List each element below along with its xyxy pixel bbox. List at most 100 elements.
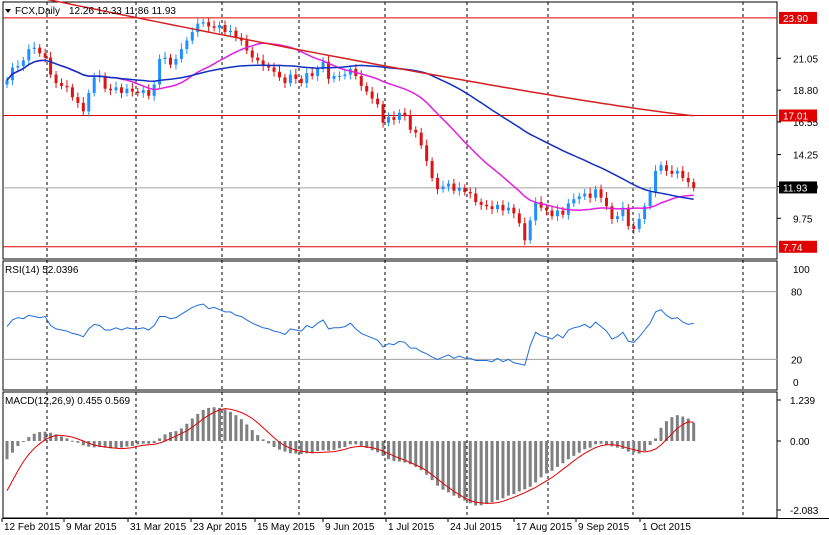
candle-body [670, 170, 674, 174]
candle-body [109, 88, 113, 91]
candle-body [664, 165, 668, 171]
candle-body [408, 115, 412, 130]
candle-body [196, 23, 200, 33]
candle-body [577, 196, 581, 200]
candle-body [272, 67, 276, 72]
candle-body [310, 73, 314, 76]
candle-body [16, 66, 20, 68]
candle-body [92, 77, 96, 93]
candle-body [54, 74, 58, 84]
macd-histogram-bar [98, 441, 102, 447]
price-tag-label: 23.90 [783, 14, 808, 25]
candle-body [419, 132, 423, 146]
candle-body [615, 216, 619, 220]
macd-histogram-bar [27, 437, 31, 442]
macd-histogram-bar [327, 441, 331, 451]
symbol-label: FCX,Daily [15, 6, 60, 17]
candle-body [637, 219, 641, 229]
pane-frame-2 [2, 260, 778, 391]
macd-histogram-bar [212, 407, 216, 442]
candle-body [332, 75, 336, 79]
candle-body [316, 68, 320, 76]
macd-histogram-bar [337, 441, 341, 449]
macd-histogram-bar [65, 438, 69, 442]
symbol-menu-icon[interactable] [5, 9, 11, 13]
price-tick-label: 18.80 [793, 86, 818, 97]
macd-histogram-bar [158, 438, 162, 442]
candle-body [158, 58, 162, 85]
macd-histogram-bar [594, 441, 598, 445]
candle-body [38, 47, 42, 54]
macd-histogram-bar [605, 441, 608, 445]
rsi-tick-label: 80 [791, 288, 803, 299]
ohlc-label: 12.26 12.33 11.86 11.93 [69, 6, 176, 17]
candle-body [675, 170, 679, 174]
macd-histogram-bar [359, 441, 363, 446]
macd-tick-label: -2.083 [790, 506, 819, 517]
macd-histogram-bar [190, 418, 194, 442]
macd-histogram-bar [288, 441, 292, 454]
candle-body [468, 192, 472, 194]
candle-body [256, 57, 260, 61]
date-label: 15 May 2015 [257, 522, 315, 533]
price-tag-label: 17.01 [783, 111, 808, 122]
candle-body [605, 197, 608, 207]
candle-body [545, 207, 549, 211]
macd-histogram-bar [92, 441, 96, 448]
date-label: 17 Aug 2015 [516, 522, 573, 533]
macd-histogram-bar [43, 431, 47, 442]
macd-histogram-bar [5, 441, 9, 460]
macd-histogram-bar [343, 441, 347, 447]
macd-histogram-bar [283, 441, 287, 452]
date-label: 12 Feb 2015 [4, 522, 61, 533]
candle-body [283, 77, 287, 84]
candle-body [506, 207, 510, 211]
macd-histogram-bar [321, 441, 325, 451]
macd-histogram-bar [114, 441, 118, 449]
macd-histogram-bar [54, 434, 58, 442]
candle-body [490, 206, 494, 210]
macd-histogram-bar [463, 441, 467, 501]
candle-body [365, 85, 369, 92]
candle-body [294, 74, 298, 79]
sma-50-line [6, 59, 694, 201]
macd-title: MACD(12,26,9) 0.455 0.569 [5, 396, 131, 407]
candle-body [125, 88, 129, 93]
candle-body [441, 186, 445, 190]
macd-histogram-bar [376, 441, 380, 453]
macd-histogram-bar [626, 441, 630, 452]
candle-body [659, 165, 663, 171]
candle-body [523, 223, 527, 241]
candle-body [223, 24, 227, 33]
macd-histogram-bar [692, 422, 696, 442]
rsi-tick-label: 100 [793, 265, 810, 276]
candle-body [359, 75, 363, 86]
macd-histogram-bar [299, 441, 303, 454]
macd-histogram-bar [310, 441, 314, 454]
price-tag-bg [779, 11, 817, 24]
macd-histogram-bar [38, 432, 42, 442]
macd-histogram-bar [441, 441, 445, 490]
candle-body [501, 204, 505, 211]
macd-histogram-bar [201, 409, 205, 442]
candle-body [681, 170, 685, 178]
macd-histogram-bar [550, 441, 554, 471]
macd-histogram-bar [207, 407, 211, 442]
candle-body [436, 177, 440, 190]
pane-frame-1 [2, 1, 778, 260]
candle-body [288, 74, 292, 84]
macd-histogram-bar [348, 441, 352, 445]
macd-histogram-bar [10, 441, 14, 453]
macd-histogram-bar [637, 441, 641, 454]
price-tick-label: 21.05 [793, 54, 818, 65]
macd-histogram-bar [654, 438, 658, 442]
macd-histogram-bar [632, 441, 636, 453]
macd-histogram-bar [87, 441, 91, 447]
rsi-tick-label: 20 [791, 355, 803, 366]
macd-histogram-bar [103, 441, 107, 448]
macd-histogram-bar [523, 441, 527, 490]
price-tick-label: 16.55 [793, 118, 818, 129]
macd-histogram-bar [169, 432, 172, 442]
